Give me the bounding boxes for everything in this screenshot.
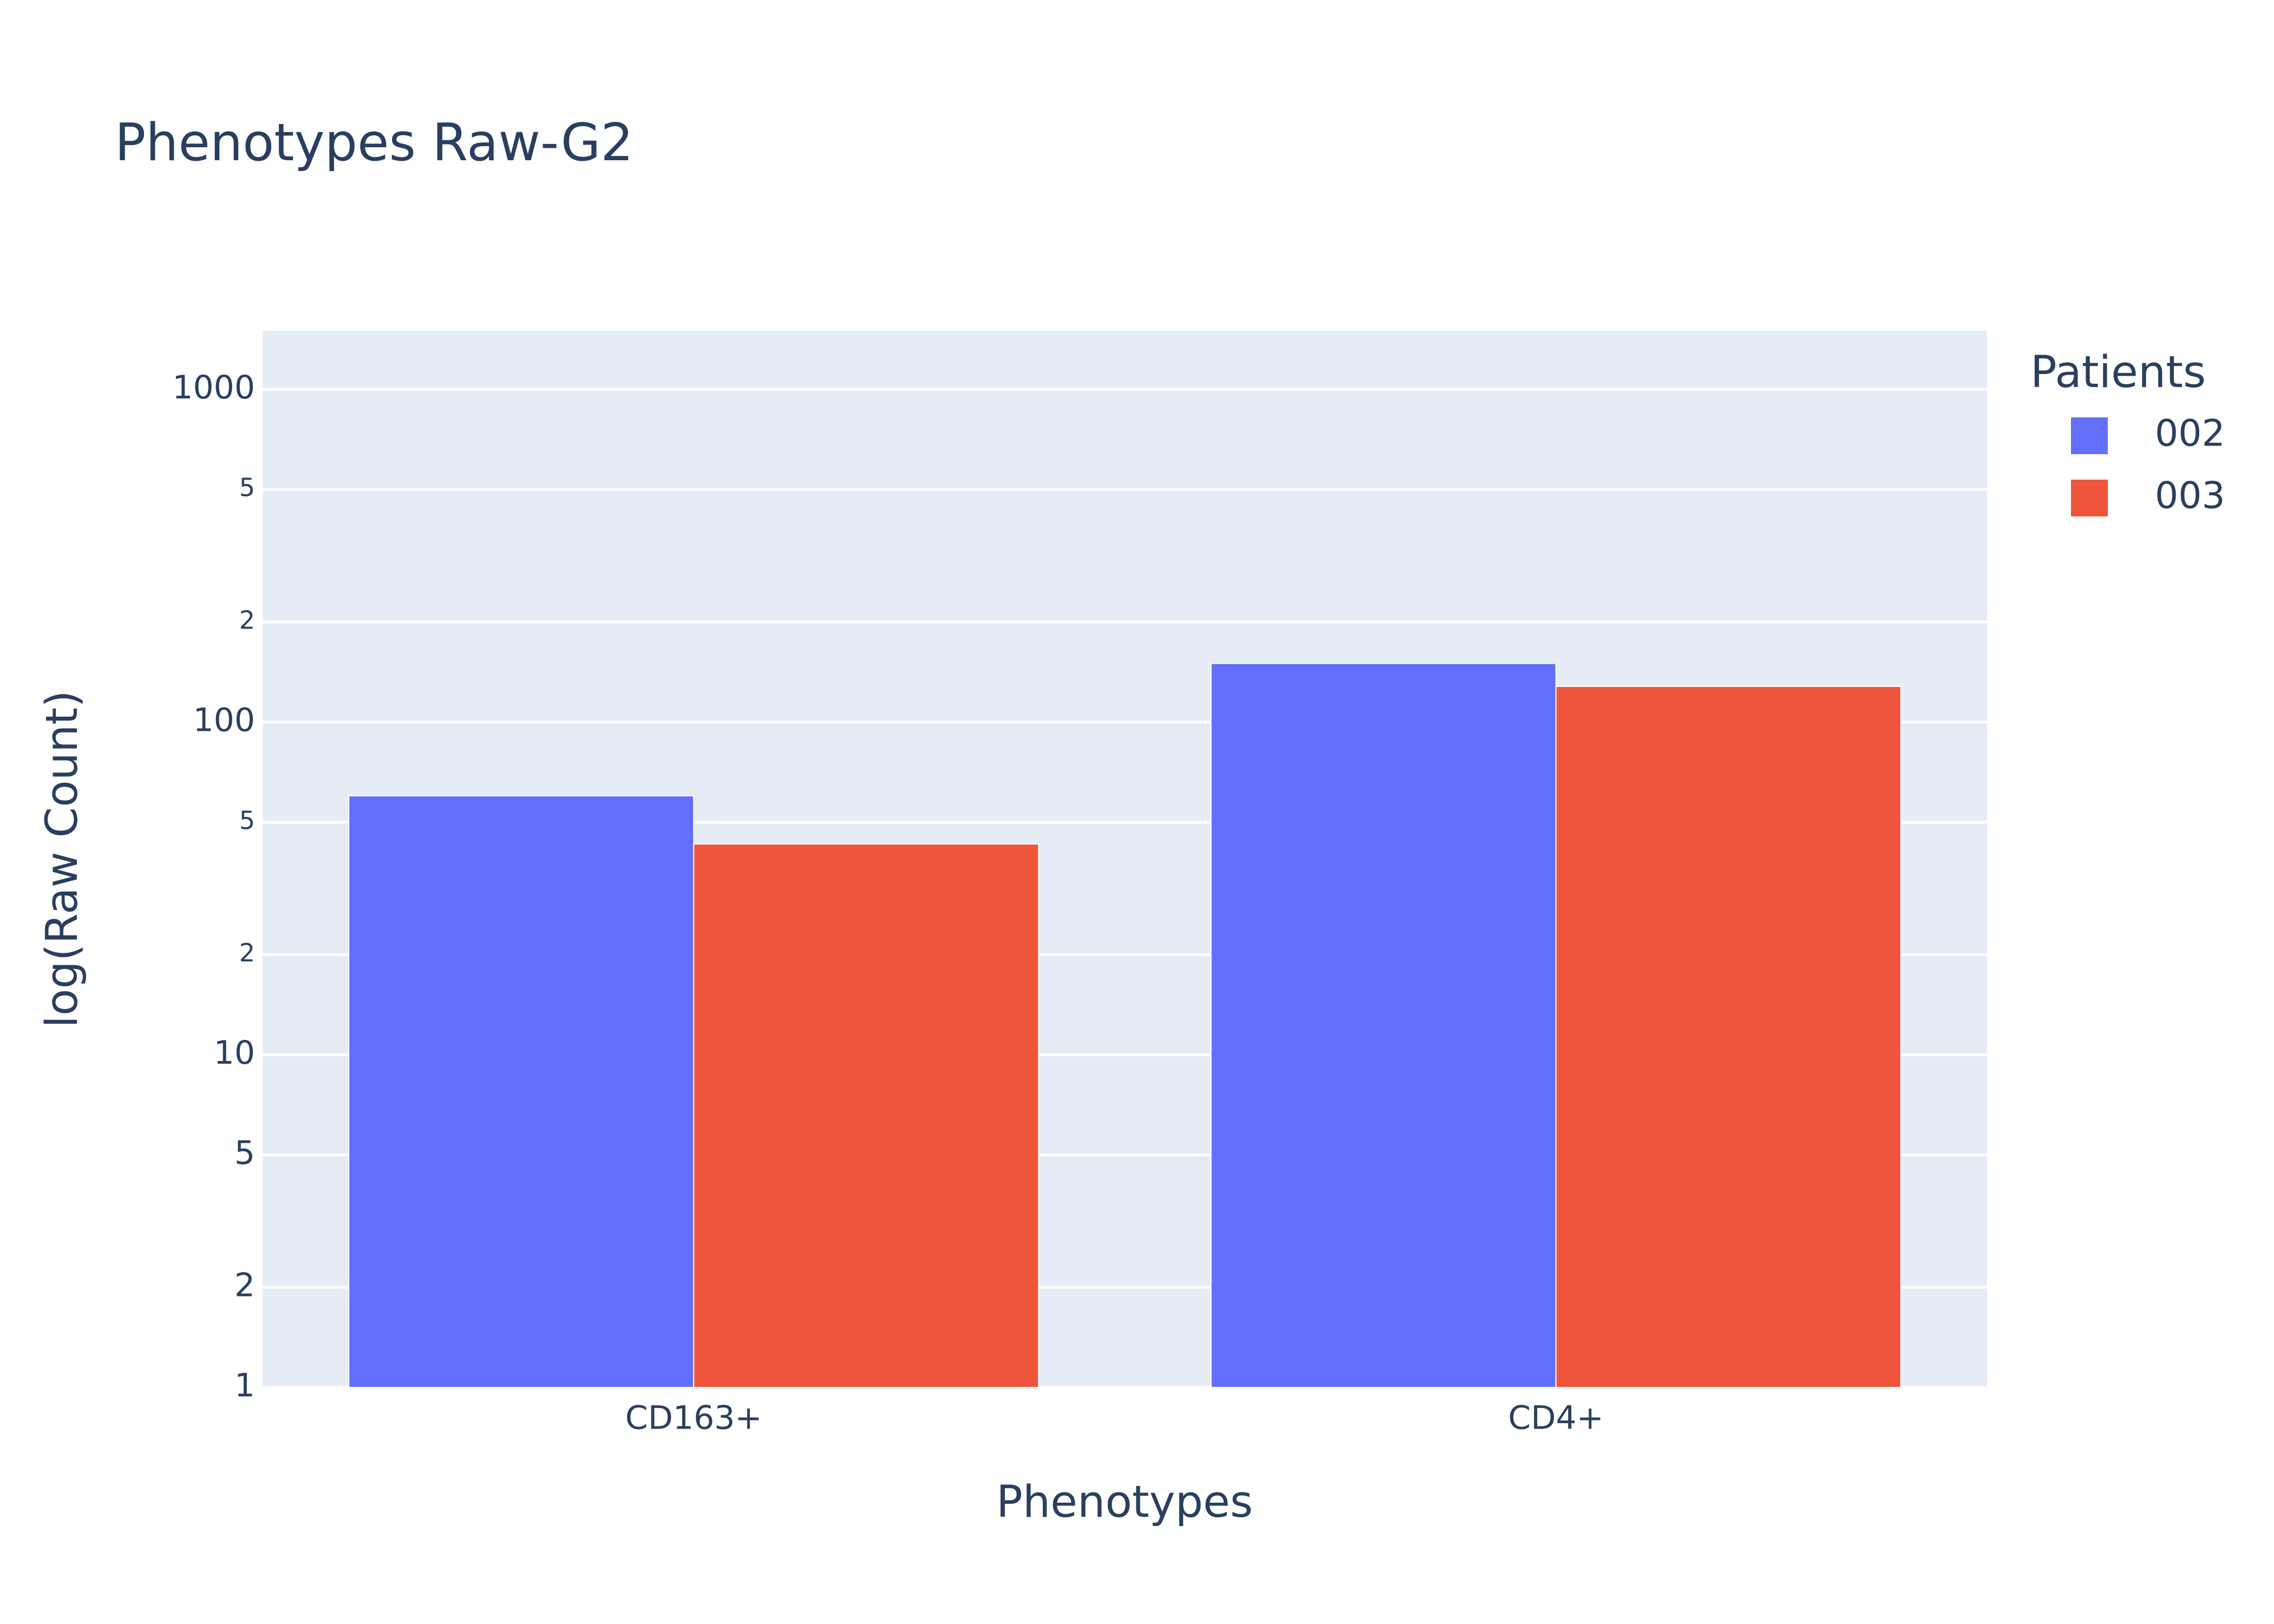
legend-swatch [2071,417,2108,454]
y-axis-title: log(Raw Count) [37,690,88,1027]
y-tick-label: 100 [193,701,255,739]
bar [1555,685,1901,1388]
y-tick-label: 5 [234,1134,255,1172]
x-tick-label: CD4+ [1508,1399,1604,1437]
bar [1210,663,1557,1388]
legend-label: 003 [2155,475,2225,518]
y-tick-label: 2 [239,938,255,967]
x-tick-label: CD163+ [625,1399,762,1437]
legend-title: Patients [2030,347,2206,398]
y-tick-label: 5 [239,806,255,835]
y-tick-label: 1 [234,1367,255,1405]
bar [693,843,1040,1388]
y-tick-label: 10 [214,1034,255,1072]
y-tick-label: 2 [239,605,255,634]
y-tick-label: 5 [239,473,255,502]
legend-swatch [2071,480,2108,516]
y-tick-label: 1000 [172,369,255,407]
bar [348,795,695,1388]
x-axis-title: Phenotypes [996,1477,1253,1528]
y-tick-label: 2 [234,1267,255,1305]
legend-label: 002 [2155,412,2225,455]
chart-title: Phenotypes Raw-G2 [115,113,633,173]
